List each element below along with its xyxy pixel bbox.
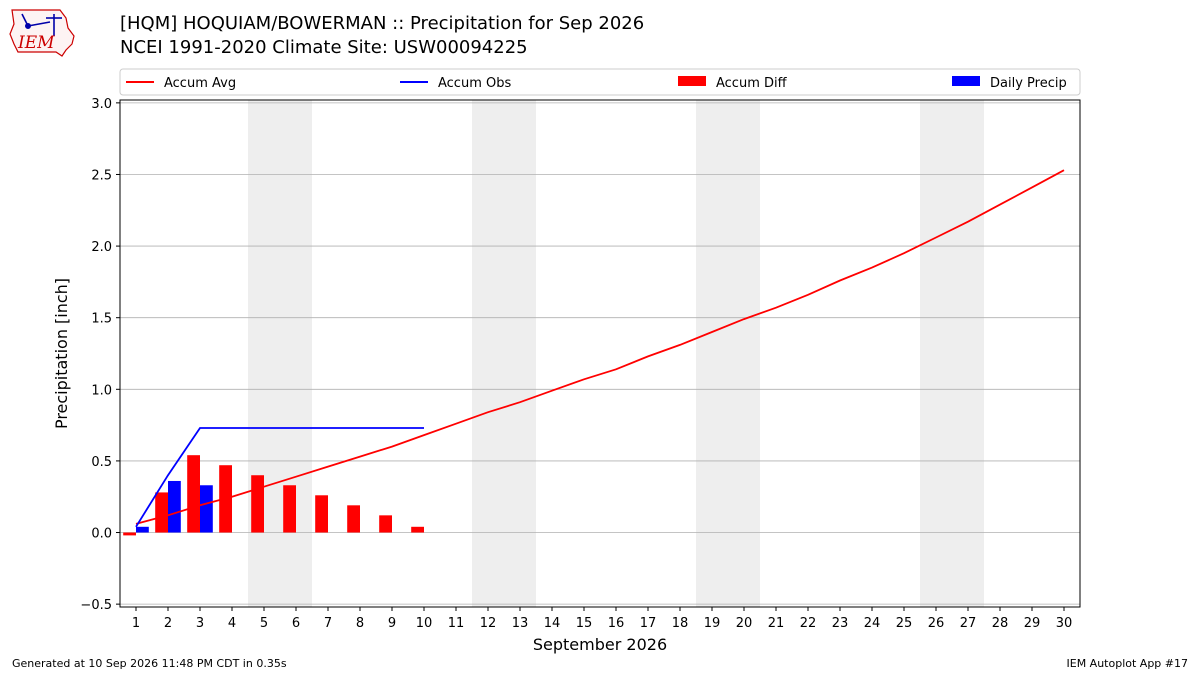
daily-precip-bar [168, 480, 181, 533]
x-tick-label: 6 [292, 616, 300, 631]
x-tick-label: 27 [960, 616, 977, 631]
accum-obs-line [135, 427, 424, 528]
chart-subtitle: NCEI 1991-2020 Climate Site: USW00094225 [120, 37, 528, 58]
x-tick-label: 18 [672, 616, 689, 631]
x-tick-label: 23 [832, 616, 849, 631]
x-tick-label: 30 [1056, 616, 1073, 631]
legend-swatch [952, 76, 980, 86]
x-tick-label: 9 [388, 616, 396, 631]
diff-bar [187, 455, 200, 533]
logo-text: IEM [17, 33, 55, 53]
x-tick-label: 21 [768, 616, 785, 631]
weekend-band [280, 100, 312, 607]
diff-bar [219, 465, 232, 533]
y-tick-label: 2.5 [91, 168, 112, 183]
weather-station-icon [21, 13, 62, 36]
x-tick-label: 19 [704, 616, 721, 631]
weekend-band [920, 100, 952, 607]
x-tick-label: 14 [544, 616, 561, 631]
y-tick-label: 1.0 [91, 383, 112, 398]
legend-label: Daily Precip [990, 76, 1067, 91]
weekend-band [248, 100, 280, 607]
x-tick-label: 22 [800, 616, 817, 631]
y-tick-label: 3.0 [91, 97, 112, 112]
x-tick-label: 17 [640, 616, 657, 631]
x-tick-label: 25 [896, 616, 913, 631]
y-tick-label: −0.5 [80, 598, 112, 613]
diff-bar [283, 485, 296, 533]
iem-logo: IEM [9, 9, 75, 57]
x-axis-label: September 2026 [533, 635, 667, 654]
legend-box [119, 68, 1081, 96]
x-tick-label: 20 [736, 616, 753, 631]
x-tick-label: 1 [132, 616, 140, 631]
diff-bar [347, 505, 360, 533]
accum-avg-line [135, 169, 1065, 525]
x-tick-label: 26 [928, 616, 945, 631]
generated-note: Generated at 10 Sep 2026 11:48 PM CDT in… [12, 657, 287, 670]
x-tick-label: 11 [448, 616, 465, 631]
daily-precip-bar [136, 526, 149, 533]
daily-precip-bar [200, 485, 213, 533]
x-tick-label: 13 [512, 616, 529, 631]
x-tick-label: 16 [608, 616, 625, 631]
app-id: IEM Autoplot App #17 [1066, 657, 1189, 670]
diff-bar [315, 495, 328, 533]
diff-bar [251, 475, 264, 533]
y-tick-label: 0.0 [91, 527, 112, 542]
weekend-band [728, 100, 760, 607]
y-tick-label: 0.5 [91, 455, 112, 470]
plot-frame [119, 99, 1081, 608]
weekend-band [696, 100, 728, 607]
x-tick-label: 4 [228, 616, 236, 631]
y-tick-label: 1.5 [91, 312, 112, 327]
x-tick-label: 28 [992, 616, 1009, 631]
x-tick-label: 29 [1024, 616, 1041, 631]
x-tick-label: 24 [864, 616, 881, 631]
legend-label: Accum Obs [438, 76, 511, 91]
legend-label: Accum Diff [716, 76, 788, 91]
x-tick-label: 12 [480, 616, 497, 631]
y-tick-label: 2.0 [91, 240, 112, 255]
x-tick-label: 10 [416, 616, 433, 631]
x-tick-label: 5 [260, 616, 268, 631]
x-tick-label: 2 [164, 616, 172, 631]
weekend-band [472, 100, 504, 607]
x-tick-label: 8 [356, 616, 364, 631]
x-tick-label: 3 [196, 616, 204, 631]
x-tick-label: 7 [324, 616, 332, 631]
diff-bar [379, 515, 392, 533]
diff-bar [123, 532, 136, 536]
diff-bar [155, 492, 168, 533]
chart-title: [HQM] HOQUIAM/BOWERMAN :: Precipitation … [120, 13, 645, 34]
legend-label: Accum Avg [164, 76, 236, 91]
legend-swatch [678, 76, 706, 86]
weekend-band [952, 100, 984, 607]
x-tick-label: 15 [576, 616, 593, 631]
y-axis-label: Precipitation [inch] [52, 278, 71, 429]
diff-bar [411, 526, 424, 533]
weekend-band [504, 100, 536, 607]
